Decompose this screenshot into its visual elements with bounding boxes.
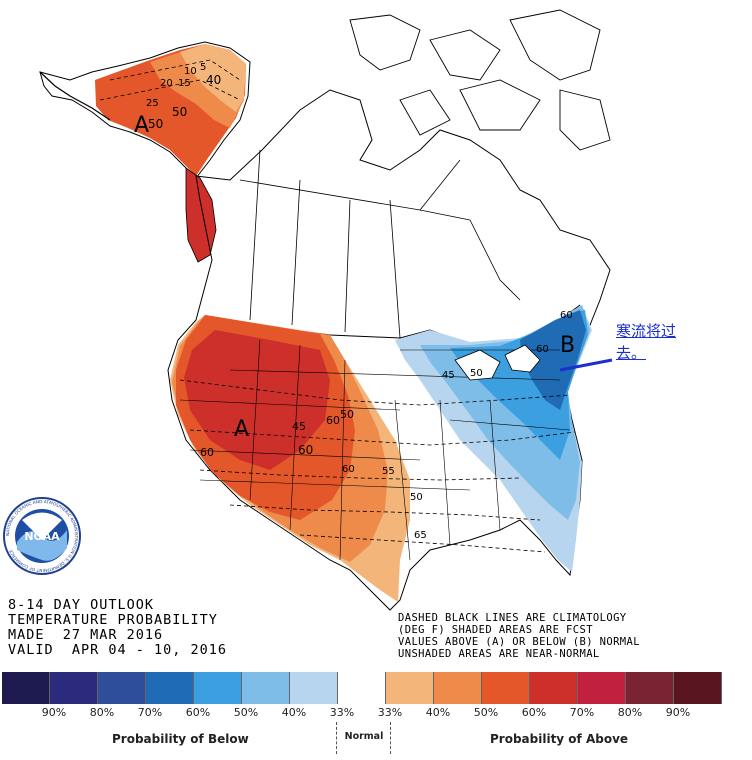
scale-percent-label: 33% bbox=[329, 706, 355, 719]
contour-label: 60 bbox=[342, 464, 355, 475]
noaa-logo: NOAA NATIONAL OCEANIC AND ATMOSPHERIC AD… bbox=[3, 497, 81, 575]
scale-percent-label: 60% bbox=[185, 706, 211, 719]
title-line: MADE 27 MAR 2016 bbox=[8, 627, 164, 643]
aleutian-islands bbox=[39, 71, 111, 121]
scale-percent-label: 70% bbox=[137, 706, 163, 719]
contour-label: 50 bbox=[470, 368, 483, 379]
contour-label: 50 bbox=[172, 105, 187, 119]
contour-label: 15 bbox=[178, 78, 191, 89]
scale-swatch bbox=[290, 672, 338, 704]
west-above-label: A bbox=[234, 417, 249, 442]
legend-note-line: DASHED BLACK LINES ARE CLIMATOLOGY bbox=[398, 612, 627, 624]
contour-label: 5 bbox=[200, 62, 206, 73]
contour-label: 60 bbox=[326, 414, 340, 427]
scale-swatch bbox=[50, 672, 98, 704]
scale-divider-left bbox=[336, 722, 337, 754]
scale-percent-label: 33% bbox=[377, 706, 403, 719]
annotation-line: 去。 bbox=[616, 344, 647, 362]
contour-label: 45 bbox=[292, 420, 306, 433]
scale-percent-label: 40% bbox=[281, 706, 307, 719]
contour-label: 25 bbox=[146, 98, 159, 109]
noaa-logo-text: NOAA bbox=[24, 530, 60, 543]
scale-swatch bbox=[146, 672, 194, 704]
east-below-label: B bbox=[560, 333, 575, 358]
contour-label: 50 bbox=[410, 492, 423, 503]
contour-label: 55 bbox=[382, 466, 395, 477]
scale-swatch bbox=[482, 672, 530, 704]
legend-note: DASHED BLACK LINES ARE CLIMATOLOGY (DEG F… bbox=[398, 612, 640, 660]
scale-swatch bbox=[674, 672, 722, 704]
alaska-outline bbox=[39, 41, 251, 179]
legend-note-line: VALUES ABOVE (A) OR BELOW (B) NORMAL bbox=[398, 636, 640, 648]
scale-swatch bbox=[578, 672, 626, 704]
contour-label: 40 bbox=[206, 73, 221, 87]
scale-swatch bbox=[386, 672, 434, 704]
arctic-islands bbox=[349, 9, 611, 151]
outlook-map: A A B 10 5 20 15 40 25 50 50 45 60 60 60… bbox=[3, 9, 613, 611]
climatology-contours bbox=[99, 59, 576, 553]
contour-label: 60 bbox=[560, 310, 573, 321]
annotation-arrow bbox=[559, 358, 613, 372]
scale-swatch bbox=[2, 672, 50, 704]
north-america-outline bbox=[167, 89, 611, 611]
scale-percent-label: 80% bbox=[617, 706, 643, 719]
scale-percent-label: 80% bbox=[89, 706, 115, 719]
contour-label: 65 bbox=[414, 530, 427, 541]
annotation-text: 寒流将过 去。 bbox=[616, 320, 676, 364]
scale-swatch bbox=[194, 672, 242, 704]
contour-label: 50 bbox=[340, 408, 354, 421]
legend-note-line: UNSHADED AREAS ARE NEAR-NORMAL bbox=[398, 648, 600, 660]
contour-label: 60 bbox=[200, 446, 214, 459]
scale-percent-label: 50% bbox=[473, 706, 499, 719]
contour-label: 60 bbox=[298, 443, 313, 457]
annotation-line: 寒流将过 bbox=[616, 322, 677, 340]
scale-percent-label: 60% bbox=[521, 706, 547, 719]
scale-swatch bbox=[242, 672, 290, 704]
scale-percent-label: 90% bbox=[665, 706, 691, 719]
panhandle-above bbox=[185, 167, 217, 263]
above-caption: Probability of Above bbox=[490, 732, 629, 746]
west-above-70 bbox=[184, 330, 330, 470]
province-lines bbox=[239, 149, 521, 339]
scale-percent-label: 90% bbox=[41, 706, 67, 719]
scale-swatch bbox=[626, 672, 674, 704]
scale-divider-right bbox=[390, 722, 391, 754]
contour-label: 10 bbox=[184, 66, 197, 77]
title-line: VALID APR 04 - 10, 2016 bbox=[8, 642, 228, 658]
alaska-above-label: A bbox=[134, 113, 149, 138]
east-below-60 bbox=[520, 310, 586, 410]
contour-label: 50 bbox=[148, 117, 163, 131]
scale-percent-label: 40% bbox=[425, 706, 451, 719]
title-line: TEMPERATURE PROBABILITY bbox=[8, 612, 218, 628]
title-line: 8-14 DAY OUTLOOK bbox=[8, 597, 155, 613]
scale-swatch bbox=[530, 672, 578, 704]
scale-swatch bbox=[434, 672, 482, 704]
below-caption: Probability of Below bbox=[112, 732, 249, 746]
contour-label: 60 bbox=[536, 344, 549, 355]
contour-label: 45 bbox=[442, 370, 455, 381]
scale-swatch bbox=[98, 672, 146, 704]
legend-note-line: (DEG F) SHADED AREAS ARE FCST bbox=[398, 624, 593, 636]
great-lakes bbox=[454, 344, 541, 381]
scale-swatch bbox=[338, 672, 386, 704]
contour-label: 20 bbox=[160, 78, 173, 89]
outlook-title: 8-14 DAY OUTLOOK TEMPERATURE PROBABILITY M… bbox=[8, 598, 227, 658]
scale-percent-label: 70% bbox=[569, 706, 595, 719]
normal-caption: Normal bbox=[344, 731, 384, 742]
scale-percent-label: 50% bbox=[233, 706, 259, 719]
